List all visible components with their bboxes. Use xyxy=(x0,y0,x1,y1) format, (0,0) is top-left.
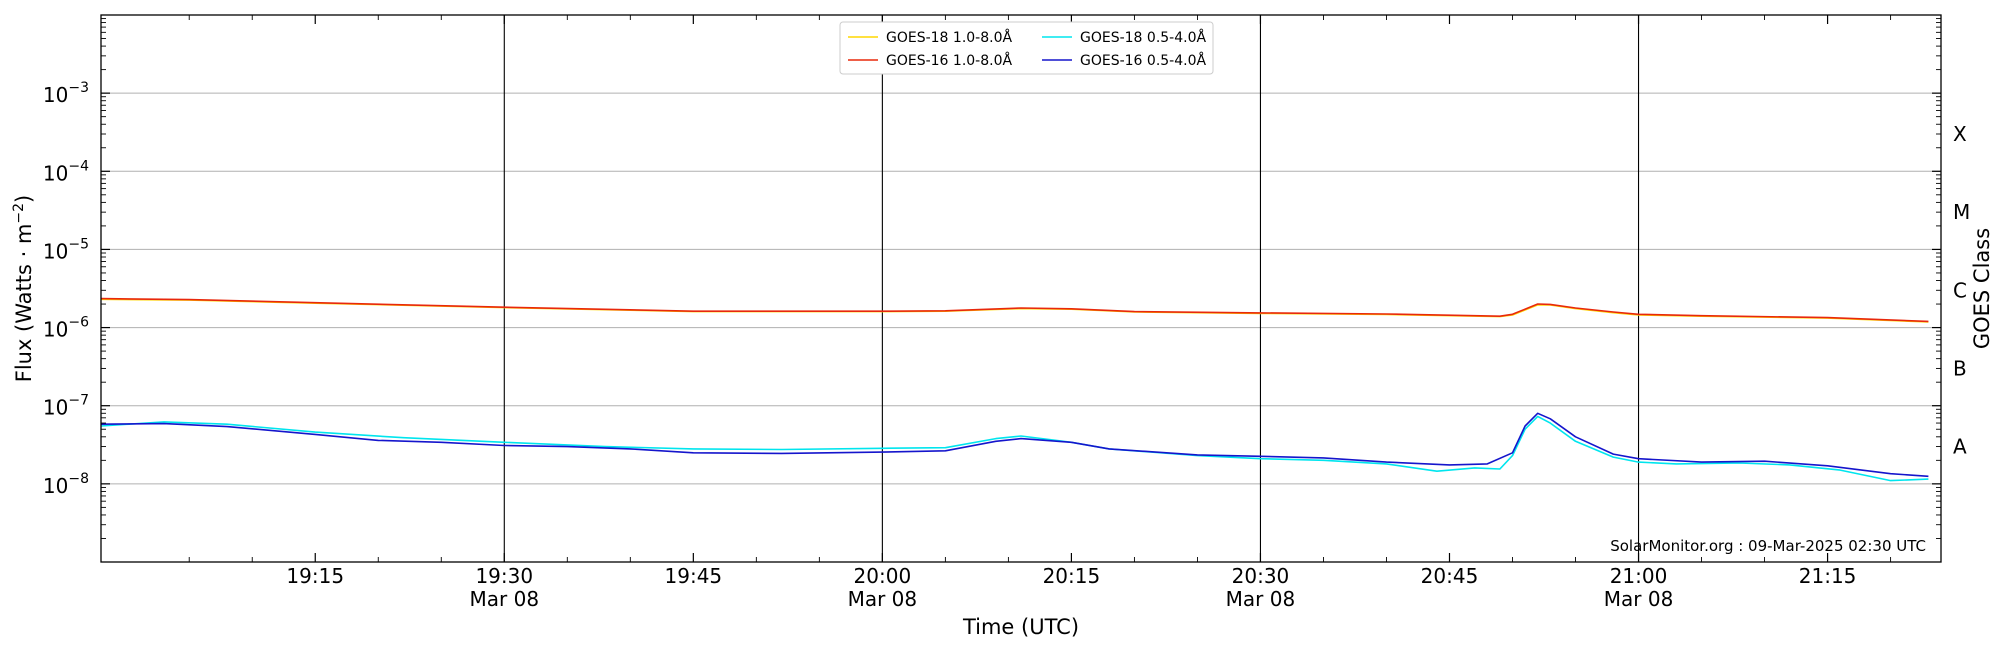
y-tick-label: 10−7 xyxy=(43,393,89,420)
x-tick-label: 20:30 xyxy=(1232,564,1290,588)
credit-text: SolarMonitor.org : 09-Mar-2025 02:30 UTC xyxy=(1610,537,1926,555)
y-tick-label: 10−6 xyxy=(43,315,89,342)
legend-label-2: GOES-18 0.5-4.0Å xyxy=(1080,29,1206,46)
series-line-2 xyxy=(100,415,1929,482)
y-tick-mantissa: 10 xyxy=(43,239,68,263)
y-axis-title-main: Flux (Watts · m xyxy=(12,224,36,383)
x-tick-label: 19:15 xyxy=(286,564,344,588)
y-axis-title-close: ) xyxy=(12,195,36,203)
goes-class-label: A xyxy=(1953,435,1967,459)
x-tick-label: 20:00 xyxy=(854,564,912,588)
y-tick-mantissa: 10 xyxy=(43,318,68,342)
y-tick-exponent: −5 xyxy=(68,236,89,252)
x-tick-date-label: Mar 08 xyxy=(848,587,918,611)
y-tick-mantissa: 10 xyxy=(43,474,68,498)
x-tick-label: 19:45 xyxy=(665,564,723,588)
legend-label-3: GOES-16 0.5-4.0Å xyxy=(1080,52,1206,69)
y-tick-label: 10−4 xyxy=(43,158,89,185)
y-tick-mantissa: 10 xyxy=(43,83,68,107)
goes-class-label: C xyxy=(1953,278,1967,302)
legend-label-1: GOES-16 1.0-8.0Å xyxy=(886,52,1012,69)
goes-class-axis-title: GOES Class xyxy=(1970,228,1994,349)
x-tick-date-label: Mar 08 xyxy=(1226,587,1296,611)
series-layer xyxy=(100,297,1929,482)
x-axis-title: Time (UTC) xyxy=(962,615,1079,639)
y-axis-title-exponent: −2 xyxy=(11,203,27,224)
y-tick-exponent: −3 xyxy=(68,80,89,96)
y-axis-title: Flux (Watts · m−2) xyxy=(11,195,36,383)
x-tick-label: 20:45 xyxy=(1421,564,1479,588)
x-tick-label: 21:15 xyxy=(1799,564,1857,588)
series-line-1 xyxy=(100,297,1929,323)
y-tick-exponent: −7 xyxy=(68,393,89,409)
y-tick-mantissa: 10 xyxy=(43,396,68,420)
x-tick-date-label: Mar 08 xyxy=(470,587,540,611)
goes-class-label: X xyxy=(1953,122,1967,146)
y-tick-label: 10−3 xyxy=(43,80,89,107)
series-line-3 xyxy=(100,412,1929,478)
x-tick-label: 21:00 xyxy=(1610,564,1668,588)
grid-layer xyxy=(101,92,1941,485)
legend: GOES-18 1.0-8.0Å GOES-18 0.5-4.0Å GOES-16 … xyxy=(839,21,1214,75)
legend-box xyxy=(839,21,1214,75)
y-tick-exponent: −8 xyxy=(68,471,89,487)
vertical-time-markers xyxy=(503,15,1640,562)
plot-frame xyxy=(100,14,1942,563)
tick-layer xyxy=(101,15,1941,562)
y-tick-mantissa: 10 xyxy=(43,161,68,185)
y-tick-label: 10−5 xyxy=(43,236,89,263)
y-tick-exponent: −4 xyxy=(68,158,89,174)
y-tick-label: 10−8 xyxy=(43,471,89,498)
legend-label-0: GOES-18 1.0-8.0Å xyxy=(886,29,1012,46)
y-tick-exponent: −6 xyxy=(68,315,89,331)
goes-class-label: M xyxy=(1953,200,1970,224)
x-tick-label: 20:15 xyxy=(1043,564,1101,588)
goes-class-label: B xyxy=(1953,356,1967,380)
x-tick-label: 19:30 xyxy=(475,564,533,588)
x-tick-date-label: Mar 08 xyxy=(1604,587,1674,611)
